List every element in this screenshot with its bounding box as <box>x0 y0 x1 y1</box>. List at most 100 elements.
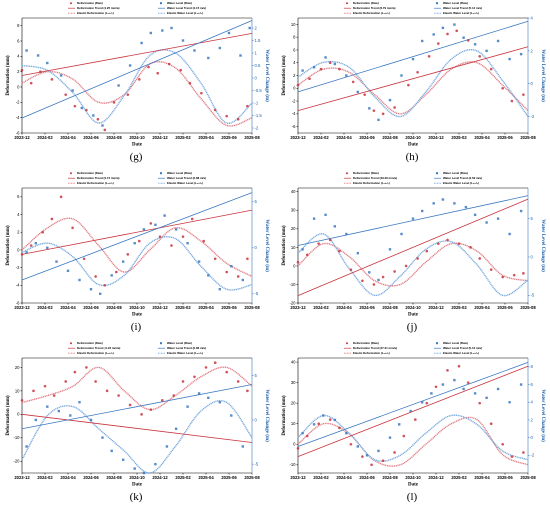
deformation-raw-point <box>381 459 385 462</box>
y2-tick-label: -5 <box>531 293 535 298</box>
x-axis-label: Date <box>408 313 419 318</box>
x-tick-label: 2024-10 <box>129 305 145 310</box>
deformation-raw-point <box>381 112 385 116</box>
deformation-raw-point <box>434 385 438 389</box>
deformation-raw-point <box>202 239 205 243</box>
y2-tick-label: -5 <box>255 291 259 296</box>
water-level-raw-point <box>163 214 166 217</box>
deformation-raw-point <box>147 65 150 69</box>
deformation-raw-point <box>393 270 396 273</box>
water-level-raw-point <box>322 414 325 417</box>
water-level-raw-point <box>207 56 210 60</box>
water-level-raw-point <box>496 217 500 220</box>
x-axis-label: Date <box>408 143 419 148</box>
y-tick-label: 40 <box>291 360 296 365</box>
x-tick-label: 2024-02 <box>37 475 53 480</box>
x-tick-label: 2024-12 <box>152 305 168 310</box>
water-level-raw-point <box>301 431 304 435</box>
water-level-raw-point <box>197 392 201 395</box>
y2-tick-label: 2 <box>531 417 534 422</box>
deformation-raw-point <box>466 381 470 384</box>
legend: Deformation (Raw) Water Level (Raw) Deform… <box>344 171 482 185</box>
deformation-raw-point <box>50 217 54 221</box>
water-level-raw-point <box>154 462 157 466</box>
chart-panel-i: 2023-12 2024-02 2024-04 2024-06 2024-08 2024-… <box>2 170 270 338</box>
legend-swatch-deformation-raw <box>70 172 72 175</box>
y2-tick-label: 5 <box>255 199 258 204</box>
deformation-raw-point <box>402 434 406 438</box>
water-level-raw-point <box>519 209 523 213</box>
water-level-raw-point <box>197 260 201 263</box>
x-tick-label: 2024-06 <box>359 305 375 310</box>
x-tick-label: 2024-06 <box>83 305 99 310</box>
y-tick-label: -2 <box>292 98 296 103</box>
deformation-raw-point <box>372 283 376 286</box>
water-level-raw-point <box>453 378 456 382</box>
deformation-trend-line <box>297 365 529 457</box>
x-tick-label: 2025-02 <box>451 135 467 140</box>
legend-label: Deformation (Raw) <box>353 341 379 345</box>
deformation-raw-point <box>522 93 525 96</box>
deformation-raw-point <box>246 389 249 393</box>
x-tick-label: 2025-02 <box>175 135 191 140</box>
chart-svg-k: 2023-12 2024-02 2024-04 2024-06 2024-08 2024-… <box>6 341 269 488</box>
x-tick-label: 2024-02 <box>313 305 329 310</box>
water-level-raw-point <box>186 242 189 245</box>
y-axis-label-left: Deformation (mm) <box>282 225 287 265</box>
deformation-raw-point <box>112 101 116 104</box>
deformation-raw-point <box>296 260 300 264</box>
water-level-raw-point <box>218 401 221 404</box>
deformation-raw-point <box>361 455 364 458</box>
legend-label: Deformation (Raw) <box>77 171 103 175</box>
deformation-raw-point <box>188 81 192 85</box>
legend-swatch-deformation-raw <box>70 2 72 5</box>
deformation-raw-point <box>437 42 440 45</box>
legend-swatch-water-level-raw <box>160 172 162 175</box>
x-tick-label: 2025-08 <box>520 305 536 310</box>
water-level-raw-point <box>333 225 336 228</box>
elastic-water-level-curve <box>297 48 529 118</box>
legend: Deformation (Raw) Water Level (Raw) Deform… <box>68 171 206 185</box>
y2-tick-label: -2 <box>531 114 535 119</box>
x-tick-label: 2024-06 <box>83 135 99 140</box>
water-level-raw-point <box>464 205 468 209</box>
y-tick-label: -2 <box>16 100 20 105</box>
x-tick-label: 2024-08 <box>106 305 122 310</box>
elastic-deformation-curve <box>297 61 529 115</box>
x-tick-label: 2025-08 <box>520 475 536 480</box>
x-tick-label: 2024-06 <box>359 135 375 140</box>
deformation-trend-line <box>21 209 253 255</box>
y2-tick-label: 2 <box>531 48 534 53</box>
elastic-deformation-curve <box>297 416 529 467</box>
water-level-raw-point <box>411 217 415 220</box>
deformation-raw-point <box>349 268 353 271</box>
y-tick-label: -6 <box>16 130 20 135</box>
x-tick-label: 2024-04 <box>60 305 76 310</box>
y2-tick-label: 4 <box>531 15 534 20</box>
y-tick-label: 2 <box>17 230 20 235</box>
water-level-raw-point <box>377 118 380 122</box>
water-level-raw-point <box>80 106 83 110</box>
y2-tick-label: 4 <box>531 400 534 405</box>
legend-label: Elastic Deformation (L₀+/₀) <box>353 351 390 355</box>
legend-label: Water Level (Raw) <box>443 341 468 345</box>
water-level-raw-point <box>400 232 403 236</box>
deformation-raw-point <box>317 422 320 426</box>
water-level-raw-point <box>218 46 221 50</box>
water-level-raw-point <box>519 52 523 56</box>
legend-label: Water Level (Raw) <box>167 171 192 175</box>
y-tick-label: 4 <box>17 54 20 59</box>
water-level-raw-point <box>400 74 403 77</box>
water-level-raw-point <box>388 248 392 251</box>
water-level-raw-point <box>218 288 221 291</box>
deformation-raw-point <box>457 364 461 368</box>
water-level-raw-point <box>398 423 401 426</box>
legend-label: Elastic Water Level (L₀+/₀) <box>167 11 203 15</box>
water-level-raw-point <box>345 232 348 236</box>
legend-label: Deformation Trend (4.25 mm/a) <box>77 6 119 10</box>
y-axis-label-right: Water Level Change (m) <box>540 219 545 272</box>
water-level-trend-line <box>297 362 529 447</box>
deformation-raw-point <box>52 394 56 397</box>
x-tick-label: 2025-06 <box>221 305 237 310</box>
water-level-raw-point <box>462 36 465 39</box>
